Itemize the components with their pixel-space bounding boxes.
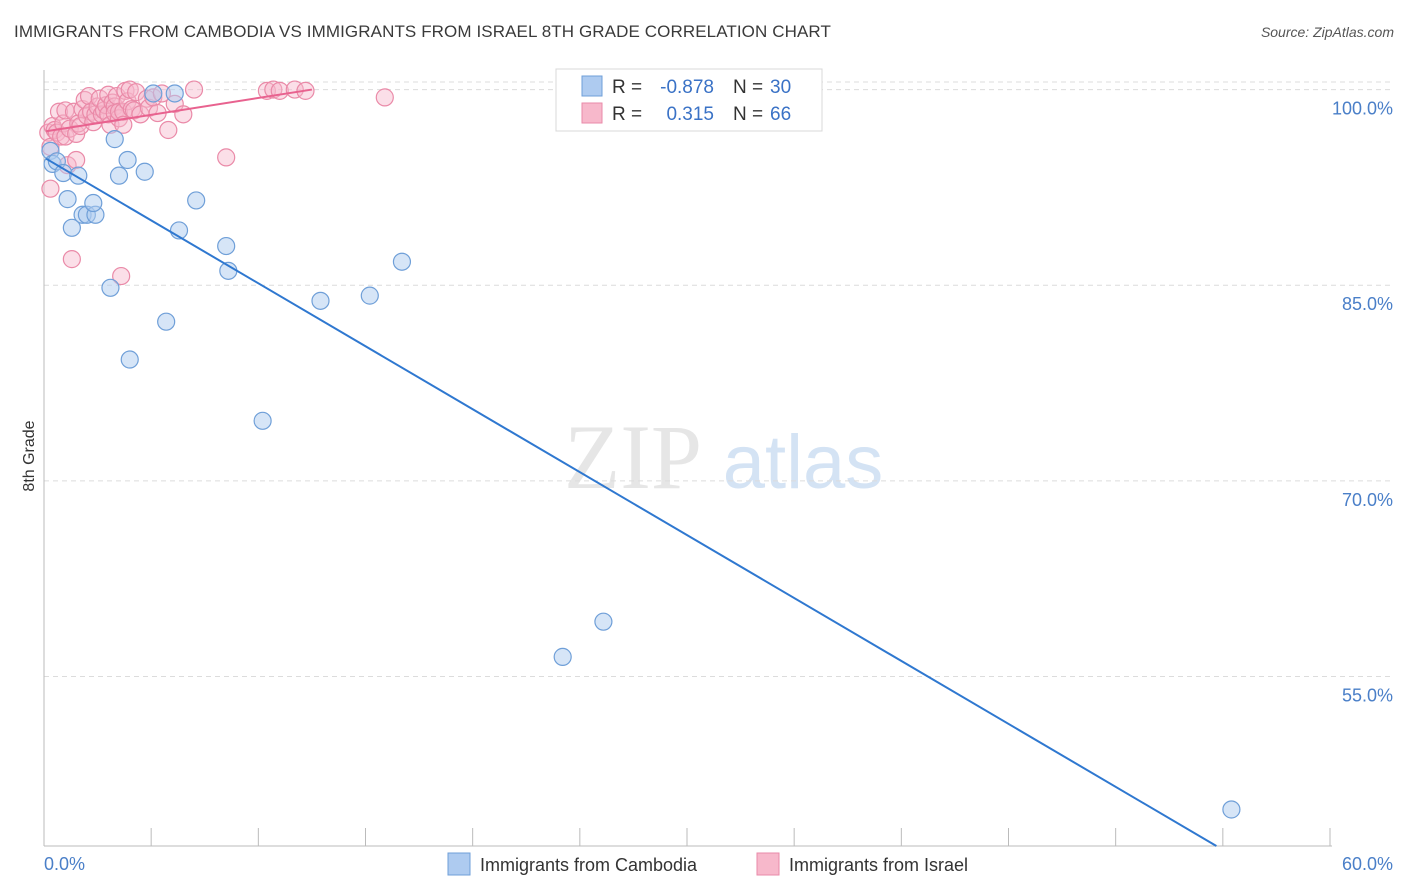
- cambodia-point: [253, 411, 272, 430]
- cambodia-point: [118, 150, 137, 170]
- y-tick-label: 70.0%: [1342, 490, 1393, 510]
- bottom-legend-swatch-israel: [756, 852, 780, 876]
- chart-title: IMMIGRANTS FROM CAMBODIA VS IMMIGRANTS F…: [14, 22, 831, 41]
- y-tick-label: 55.0%: [1342, 685, 1393, 705]
- cambodia-point: [144, 84, 163, 103]
- cambodia-point: [217, 236, 236, 256]
- legend-r-label-cambodia: R =: [612, 77, 642, 98]
- cambodia-points: [41, 84, 1241, 819]
- israel-point: [62, 250, 81, 269]
- israel-point: [41, 179, 60, 198]
- trend-lines: [45, 88, 1217, 847]
- legend-n-label-israel: N =: [733, 104, 763, 125]
- bottom-legend: Immigrants from Cambodia Immigrants from…: [447, 852, 968, 876]
- israel-point: [217, 148, 236, 167]
- bottom-legend-label-cambodia: Immigrants from Cambodia: [480, 855, 698, 875]
- stats-legend: R = -0.878 N = 30 R = 0.315 N = 66: [555, 68, 823, 132]
- cambodia-point: [105, 130, 124, 149]
- bottom-legend-swatch-cambodia: [447, 852, 471, 876]
- legend-n-value-cambodia: 30: [770, 77, 791, 98]
- cambodia-point: [109, 166, 129, 185]
- cambodia-point: [135, 162, 154, 181]
- y-tick-label: 85.0%: [1342, 294, 1393, 314]
- israel-point: [270, 81, 289, 100]
- x-tick-label-max: 60.0%: [1342, 854, 1393, 874]
- cambodia-point: [553, 647, 572, 666]
- watermark-zip: ZIP: [564, 406, 702, 508]
- legend-swatch-cambodia: [581, 75, 603, 97]
- axes: 55.0% 70.0% 85.0% 100.0%: [43, 70, 1393, 847]
- cambodia-point: [84, 193, 103, 213]
- israel-point: [375, 88, 394, 107]
- israel-point: [264, 80, 283, 99]
- cambodia-point: [594, 612, 613, 631]
- gridlines: [44, 81, 1390, 677]
- legend-n-value-israel: 66: [770, 104, 791, 125]
- x-tick-label-min: 0.0%: [44, 854, 85, 874]
- cambodia-point: [58, 190, 77, 209]
- cambodia-point: [165, 84, 184, 103]
- cambodia-point: [1222, 800, 1241, 819]
- source-credit: Source: ZipAtlas.com: [1260, 24, 1394, 40]
- cambodia-point: [62, 218, 81, 237]
- israel-point: [49, 102, 69, 121]
- israel-point: [159, 120, 178, 140]
- cambodia-point: [392, 252, 412, 271]
- cambodia-point: [101, 278, 120, 297]
- cambodia-point: [120, 350, 139, 369]
- bottom-legend-label-israel: Immigrants from Israel: [789, 855, 968, 875]
- israel-trend-line: [45, 88, 313, 133]
- israel-point: [67, 150, 86, 170]
- legend-r-label-israel: R =: [612, 104, 642, 125]
- israel-point: [112, 266, 131, 286]
- cambodia-point: [360, 286, 379, 305]
- legend-swatch-israel: [581, 102, 603, 124]
- legend-n-label-cambodia: N =: [733, 77, 763, 98]
- legend-r-value-israel: 0.315: [661, 104, 714, 125]
- legend-r-value-cambodia: -0.878: [660, 77, 714, 98]
- y-tick-label: 100.0%: [1332, 99, 1393, 119]
- y-axis-title: 8th Grade: [21, 420, 38, 491]
- israel-points: [39, 80, 394, 286]
- cambodia-point: [311, 291, 330, 310]
- israel-point: [184, 80, 204, 99]
- cambodia-point: [157, 312, 176, 331]
- cambodia-point: [187, 191, 206, 210]
- cambodia-trend-line: [45, 157, 1217, 847]
- watermark-atlas: atlas: [723, 420, 884, 505]
